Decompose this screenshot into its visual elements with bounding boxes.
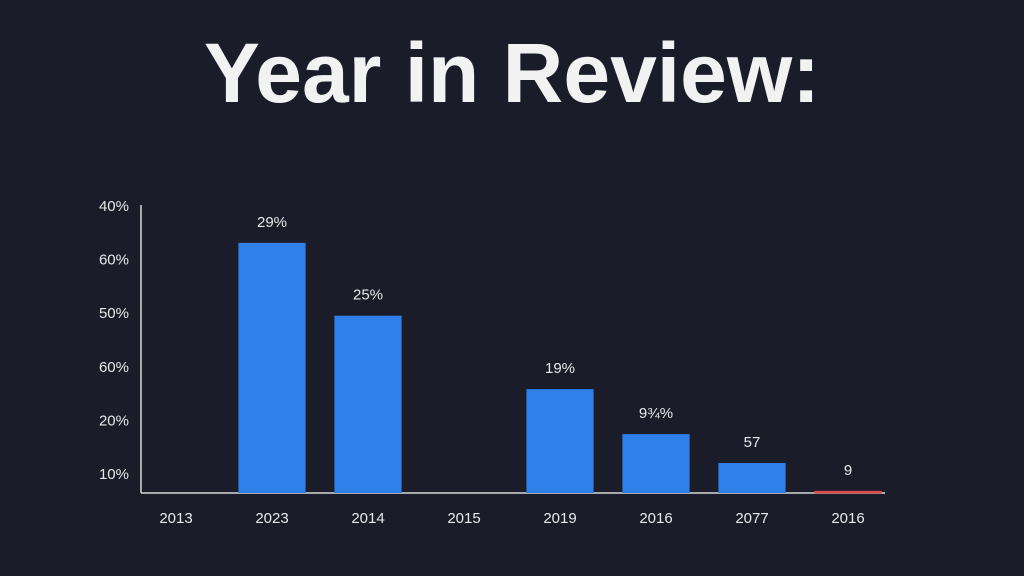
bar — [622, 434, 690, 493]
x-tick-label: 2013 — [159, 510, 192, 527]
bar — [526, 389, 594, 493]
y-tick-label: 50% — [99, 305, 129, 322]
data-label: 25% — [353, 287, 383, 304]
data-label: 19% — [545, 360, 575, 377]
data-label: 29% — [257, 214, 287, 231]
x-tick-label: 2016 — [639, 510, 672, 527]
x-tick-label: 2023 — [255, 510, 288, 527]
y-tick-label: 20% — [99, 412, 129, 429]
x-tick-label: 2019 — [543, 510, 576, 527]
data-label: 9 — [844, 462, 852, 479]
y-tick-label: 60% — [99, 252, 129, 269]
y-tick-label: 60% — [99, 359, 129, 376]
bar — [814, 490, 882, 494]
x-tick-label: 2015 — [447, 510, 480, 527]
y-tick-label: 40% — [99, 198, 129, 215]
x-tick-label: 2014 — [351, 510, 384, 527]
x-tick-label: 2077 — [735, 510, 768, 527]
data-label: 9¾% — [639, 405, 673, 422]
data-label: 57 — [744, 434, 761, 451]
y-tick-label: 10% — [99, 466, 129, 483]
bar — [334, 315, 402, 493]
bar — [238, 242, 306, 493]
bar — [718, 463, 786, 493]
chart-title: Year in Review: — [204, 26, 820, 120]
x-tick-label: 2016 — [831, 510, 864, 527]
